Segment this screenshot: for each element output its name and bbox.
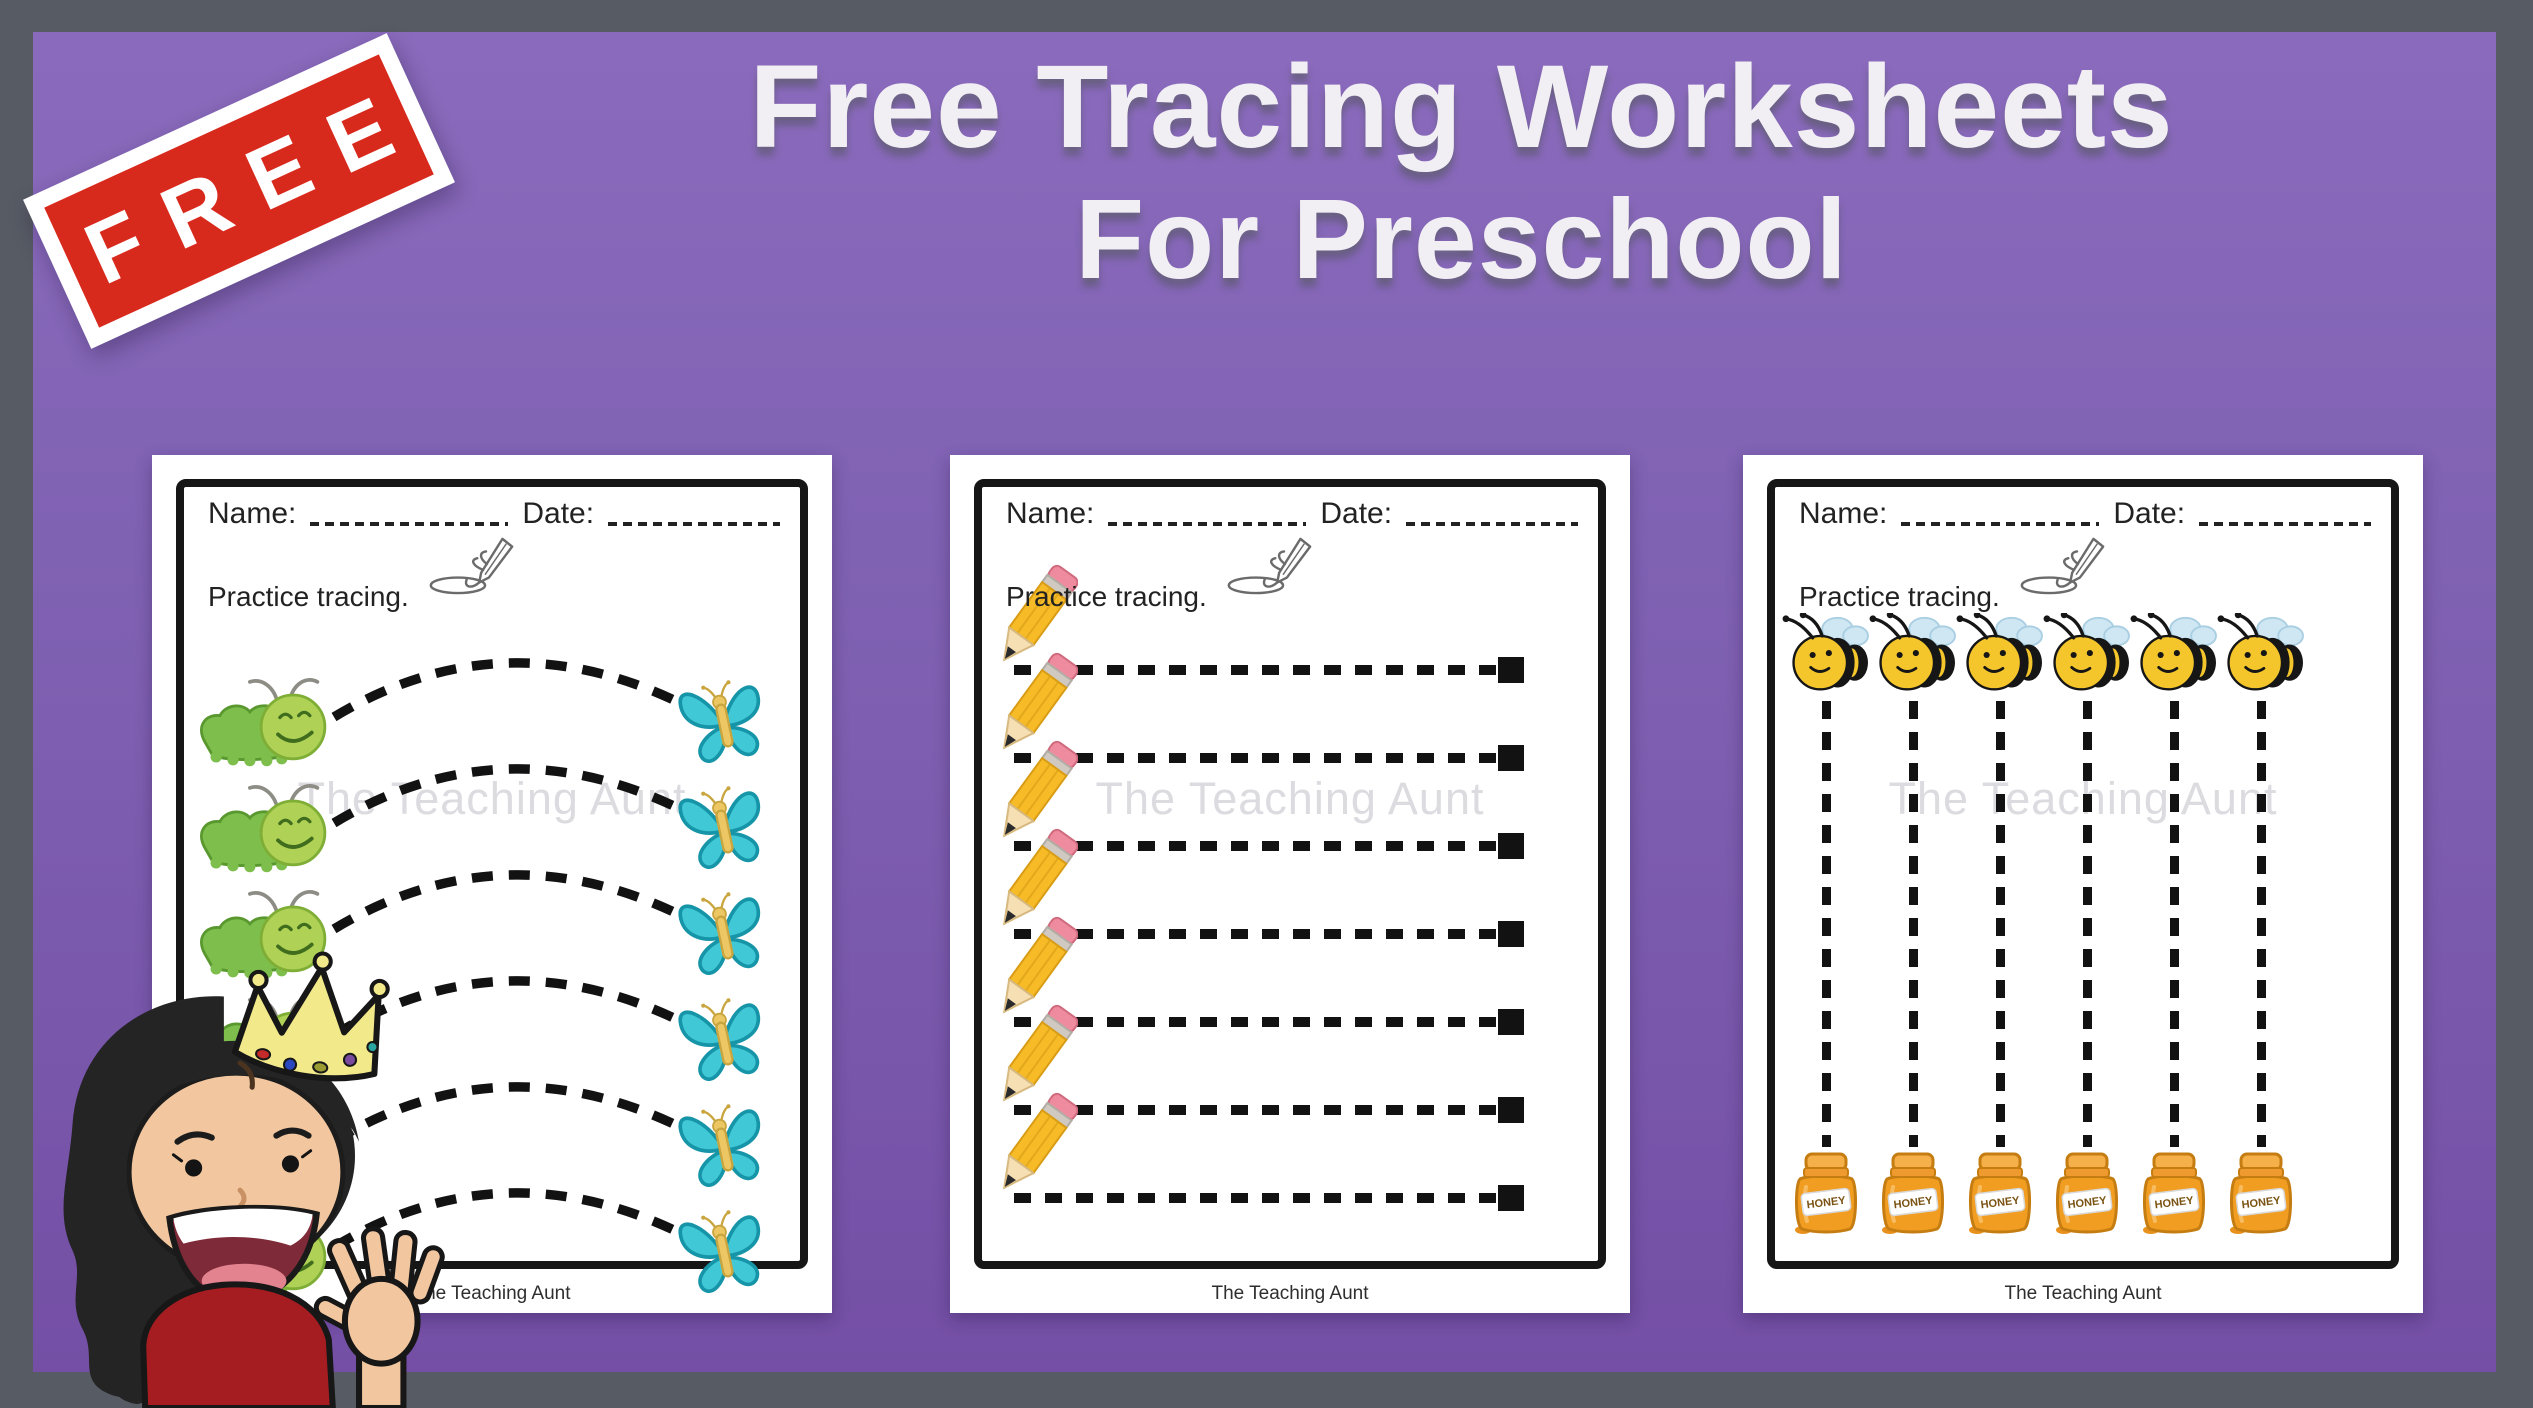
- teaching-aunt-mascot: [26, 944, 450, 1408]
- date-blank-line: [2199, 522, 2371, 526]
- worksheet-border: [974, 479, 1606, 1269]
- butterfly-icon: [676, 781, 771, 873]
- bee-icon: [1952, 613, 2048, 697]
- worksheet-border: [176, 479, 808, 1269]
- svg-text:HONEY: HONEY: [2241, 1195, 2282, 1212]
- tracing-line: [1014, 1105, 1500, 1115]
- tracing-line: [1014, 753, 1500, 763]
- worksheet-footer: The Teaching Aunt: [1211, 1283, 1369, 1304]
- bee-icon: [1778, 613, 1874, 697]
- name-blank-line: [1108, 522, 1307, 526]
- tracing-arcs: [331, 658, 695, 1252]
- svg-text:HONEY: HONEY: [2154, 1195, 2195, 1212]
- pencil-icon: [994, 1086, 1078, 1202]
- name-label: Name:: [1799, 497, 1888, 530]
- name-blank-line: [1901, 522, 2100, 526]
- butterfly-icon: [676, 1099, 771, 1191]
- line-end-square: [1498, 745, 1524, 771]
- tracing-line: [2170, 701, 2179, 1147]
- practice-label: Practice tracing.: [208, 581, 409, 612]
- butterfly-icon: [676, 993, 771, 1085]
- honey-jar-icon: HONEY: [2051, 1149, 2123, 1235]
- date-blank-line: [1406, 522, 1578, 526]
- practice-label: Practice tracing.: [1006, 581, 1207, 612]
- line-end-square: [1498, 1185, 1524, 1211]
- bee-icon: [2213, 613, 2309, 697]
- date-blank-line: [608, 522, 780, 526]
- honey-jar-icon: HONEY: [1877, 1149, 1949, 1235]
- worksheet-header: Name: Date:: [1006, 499, 1578, 529]
- butterfly-icon: [676, 1205, 771, 1297]
- svg-text:HONEY: HONEY: [2067, 1195, 2108, 1212]
- hand-with-pencil-icon: [1223, 535, 1315, 595]
- title-line2: For Preschool: [1075, 175, 1848, 302]
- worksheet-footer: The Teaching Aunt: [413, 1283, 571, 1304]
- practice-row: Practice tracing.: [1006, 551, 1315, 611]
- worksheet-header: Name: Date:: [208, 499, 780, 529]
- bee-icon: [2126, 613, 2222, 697]
- name-label: Name:: [1006, 497, 1095, 530]
- line-end-square: [1498, 657, 1524, 683]
- worksheet-border: [1767, 479, 2399, 1269]
- tracing-line: [1909, 701, 1918, 1147]
- tracing-line: [2083, 701, 2092, 1147]
- honey-jar-icon: HONEY: [2138, 1149, 2210, 1235]
- tracing-line: [1996, 701, 2005, 1147]
- honey-jar-icon: HONEY: [1964, 1149, 2036, 1235]
- bee-icon: [1865, 613, 1961, 697]
- name-label: Name:: [208, 497, 297, 530]
- page-title: Free Tracing Worksheets For Preschool: [430, 40, 2493, 303]
- practice-row: Practice tracing.: [208, 551, 517, 611]
- worksheet-vertical-lines: The Teaching Aunt Name: Date: Practice t…: [1743, 455, 2423, 1313]
- tracing-line: [1014, 929, 1500, 939]
- practice-label: Practice tracing.: [1799, 581, 2000, 612]
- bee-icon: [2039, 613, 2135, 697]
- svg-text:HONEY: HONEY: [1806, 1195, 1847, 1212]
- line-end-square: [1498, 921, 1524, 947]
- watermark: The Teaching Aunt: [1095, 773, 1485, 824]
- worksheet-footer: The Teaching Aunt: [2004, 1283, 2162, 1304]
- practice-row: Practice tracing.: [1799, 551, 2108, 611]
- butterfly-icon: [676, 887, 771, 979]
- title-line1: Free Tracing Worksheets: [749, 41, 2174, 173]
- line-end-square: [1498, 1009, 1524, 1035]
- date-label: Date:: [522, 497, 595, 530]
- hand-with-pencil-icon: [2016, 535, 2108, 595]
- line-end-square: [1498, 833, 1524, 859]
- worksheet-horizontal-lines: The Teaching Aunt Name: Date: Practice t…: [950, 455, 1630, 1313]
- butterfly-icon: [676, 675, 771, 767]
- svg-text:HONEY: HONEY: [1980, 1195, 2021, 1212]
- tracing-line: [1014, 841, 1500, 851]
- date-label: Date:: [1320, 497, 1393, 530]
- honey-jar-icon: HONEY: [2225, 1149, 2297, 1235]
- date-label: Date:: [2113, 497, 2186, 530]
- tracing-line: [1822, 701, 1831, 1147]
- svg-text:HONEY: HONEY: [1893, 1195, 1934, 1212]
- name-blank-line: [310, 522, 509, 526]
- caterpillar-icon: [188, 668, 338, 768]
- tracing-line: [1014, 1193, 1500, 1203]
- caterpillar-icon: [188, 774, 338, 874]
- girl-with-crown-illustration: [63, 951, 445, 1408]
- hand-with-pencil-icon: [425, 535, 517, 595]
- tracing-line: [1014, 1017, 1500, 1027]
- line-end-square: [1498, 1097, 1524, 1123]
- tracing-line: [2257, 701, 2266, 1147]
- tracing-line: [1014, 665, 1500, 675]
- honey-jar-icon: HONEY: [1790, 1149, 1862, 1235]
- worksheet-header: Name: Date:: [1799, 499, 2371, 529]
- watermark: The Teaching Aunt: [1888, 773, 2278, 824]
